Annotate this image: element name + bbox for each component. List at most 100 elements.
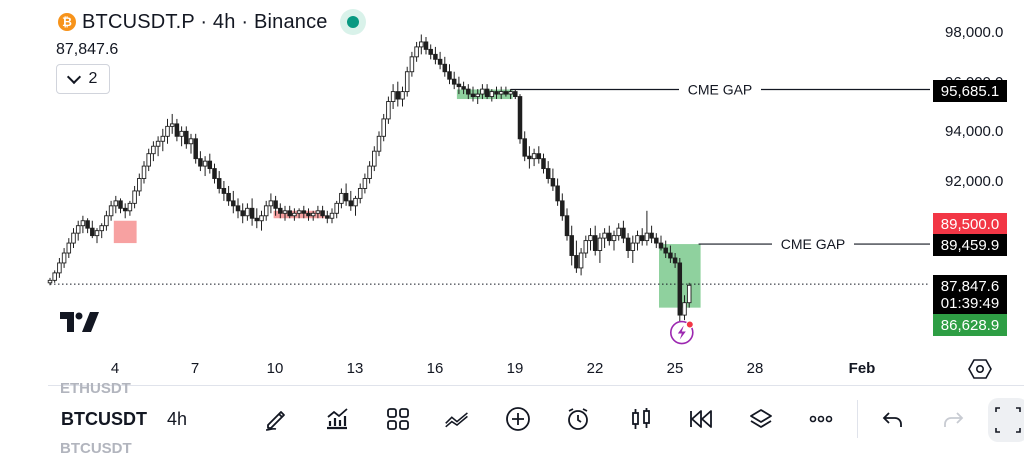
- candle: [419, 34, 424, 55]
- chevron-down-icon: [66, 69, 81, 84]
- candle: [122, 203, 128, 219]
- candle: [498, 86, 504, 100]
- time-axis-label: 28: [746, 360, 764, 377]
- fullscreen-button[interactable]: [988, 398, 1024, 442]
- time-axis-label: 19: [506, 360, 524, 377]
- candle: [503, 86, 509, 97]
- candles-icon[interactable]: [628, 406, 654, 432]
- layout-grid-icon[interactable]: [385, 406, 411, 432]
- time-axis-label: Feb: [848, 360, 876, 377]
- add-icon[interactable]: [505, 406, 531, 432]
- more-icon[interactable]: [808, 406, 834, 432]
- candle: [611, 230, 617, 251]
- candle: [639, 228, 645, 246]
- symbol-selector-button[interactable]: BTCUSDT: [61, 409, 147, 429]
- candle: [188, 133, 194, 154]
- candle: [677, 257, 683, 323]
- candle: [409, 51, 415, 77]
- candle: [118, 198, 123, 214]
- compare-icon[interactable]: [444, 406, 470, 432]
- candle: [616, 223, 621, 241]
- candle: [61, 248, 67, 268]
- chart-settings-icon[interactable]: [968, 357, 992, 381]
- candle: [517, 94, 523, 144]
- candle: [597, 233, 603, 263]
- candle: [574, 240, 579, 273]
- candle: [362, 173, 368, 194]
- candle: [386, 96, 391, 124]
- cme-gap-upper-line[interactable]: CME GAP: [510, 81, 930, 97]
- current-price-tag: 87,847.6: [933, 275, 1007, 297]
- replay-icon[interactable]: [688, 406, 714, 432]
- candle: [621, 220, 626, 244]
- candle: [550, 168, 556, 191]
- toolbar-separator: [857, 400, 858, 438]
- candle: [513, 89, 518, 100]
- candle: [325, 210, 330, 224]
- candle: [334, 200, 339, 219]
- candle: [400, 86, 405, 107]
- candles: [47, 34, 694, 345]
- gap-zone-green: [456, 89, 513, 100]
- layers-icon[interactable]: [748, 406, 774, 432]
- time-axis-label: 10: [266, 360, 284, 377]
- candle: [437, 51, 443, 70]
- symbol-picker-next[interactable]: BTCUSDT: [60, 440, 132, 457]
- candle: [287, 205, 292, 219]
- undo-icon[interactable]: [880, 406, 906, 432]
- cme-gap-label: CME GAP: [781, 236, 846, 252]
- price-axis-label: 98,000.0: [945, 24, 1004, 41]
- redo-icon[interactable]: [940, 406, 966, 432]
- candle: [80, 215, 86, 234]
- candle: [282, 205, 288, 221]
- candle: [57, 257, 62, 278]
- candle: [127, 200, 133, 216]
- candle: [668, 245, 673, 263]
- candle: [475, 89, 480, 105]
- candle: [672, 253, 678, 268]
- time-axis-label: 4: [110, 360, 120, 377]
- candle: [71, 228, 76, 249]
- candle: [296, 208, 302, 219]
- candle: [221, 181, 227, 201]
- interval-selector-button[interactable]: 4h: [167, 409, 188, 429]
- candle: [104, 210, 109, 231]
- cme-gap-zones: [113, 89, 701, 308]
- candle: [151, 141, 156, 162]
- candle: [169, 113, 175, 134]
- candle: [390, 84, 396, 109]
- alert-clock-icon[interactable]: [565, 406, 591, 432]
- price-axis-label: 94,000.0: [945, 123, 1004, 140]
- market-status-icon[interactable]: [339, 9, 366, 35]
- cme-gap-lower-line[interactable]: CME GAP: [698, 236, 930, 252]
- candle: [456, 76, 462, 95]
- candle: [367, 161, 372, 184]
- candle: [141, 161, 147, 184]
- candle: [592, 225, 598, 256]
- candle: [428, 44, 433, 60]
- candle: [395, 81, 401, 107]
- time-axis-label: 7: [190, 360, 200, 377]
- candle: [353, 195, 358, 216]
- candle: [602, 228, 607, 249]
- candle: [348, 190, 354, 211]
- chart-header[interactable]: ₿ BTCUSDT.P · 4h · Binance: [58, 9, 366, 35]
- candle: [480, 84, 485, 100]
- indicators-toggle-button[interactable]: 2: [56, 64, 110, 94]
- indicators-icon[interactable]: [324, 406, 350, 432]
- candle: [484, 84, 490, 100]
- symbol-title[interactable]: BTCUSDT.P · 4h · Binance: [82, 10, 328, 33]
- candle: [99, 223, 104, 239]
- candle: [451, 71, 457, 90]
- symbol-picker-prev[interactable]: ETHUSDT: [60, 380, 131, 397]
- time-axis-label: 22: [586, 360, 604, 377]
- candle: [273, 195, 278, 216]
- candle: [90, 220, 95, 239]
- pencil-icon[interactable]: [263, 406, 289, 432]
- candle: [85, 218, 90, 234]
- candle: [240, 203, 245, 224]
- candle: [301, 205, 307, 219]
- lightning-badge-icon[interactable]: [669, 320, 694, 345]
- candle: [466, 84, 471, 100]
